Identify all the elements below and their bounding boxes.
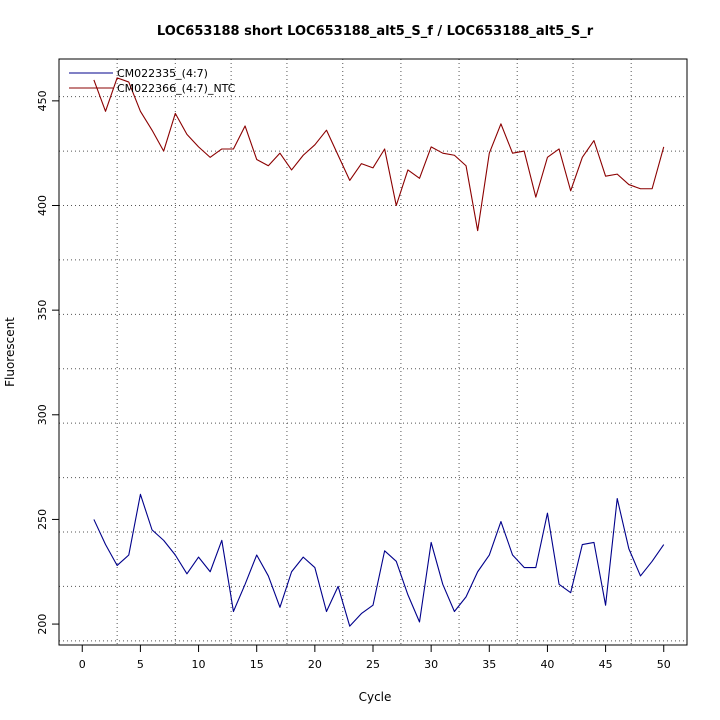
y-tick-label: 350 — [36, 300, 49, 321]
x-tick-label: 35 — [482, 658, 496, 671]
x-tick-label: 20 — [308, 658, 322, 671]
x-tick-label: 5 — [137, 658, 144, 671]
y-tick-label: 300 — [36, 404, 49, 425]
legend: CM022335_(4:7) CM022366_(4:7)_NTC — [69, 67, 236, 95]
legend-label-2: CM022366_(4:7)_NTC — [117, 82, 236, 95]
x-tick-label: 0 — [79, 658, 86, 671]
series-layer — [93, 77, 665, 627]
x-axis: 0 5 10 15 20 25 30 35 40 45 50 — [79, 644, 671, 671]
plot-frame — [58, 58, 688, 646]
y-tick-label: 400 — [36, 195, 49, 216]
y-tick-label: 200 — [36, 614, 49, 635]
y-axis: 200 250 300 350 400 450 — [36, 90, 60, 635]
x-tick-label: 30 — [424, 658, 438, 671]
x-tick-label: 45 — [599, 658, 613, 671]
x-tick-label: 40 — [540, 658, 554, 671]
y-tick-label: 450 — [36, 90, 49, 111]
y-axis-label: Fluorescent — [3, 317, 17, 387]
x-tick-label: 15 — [250, 658, 264, 671]
grid — [59, 59, 687, 645]
x-axis-label: Cycle — [359, 690, 392, 704]
series-line-1 — [93, 493, 665, 627]
chart-title: LOC653188 short LOC653188_alt5_S_f / LOC… — [157, 24, 594, 39]
x-tick-label: 10 — [192, 658, 206, 671]
series-line-2 — [93, 77, 665, 232]
x-tick-label: 25 — [366, 658, 380, 671]
legend-label-1: CM022335_(4:7) — [117, 67, 208, 80]
y-tick-label: 250 — [36, 509, 49, 530]
x-tick-label: 50 — [657, 658, 671, 671]
